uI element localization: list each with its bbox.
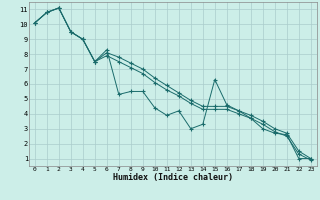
X-axis label: Humidex (Indice chaleur): Humidex (Indice chaleur) bbox=[113, 173, 233, 182]
